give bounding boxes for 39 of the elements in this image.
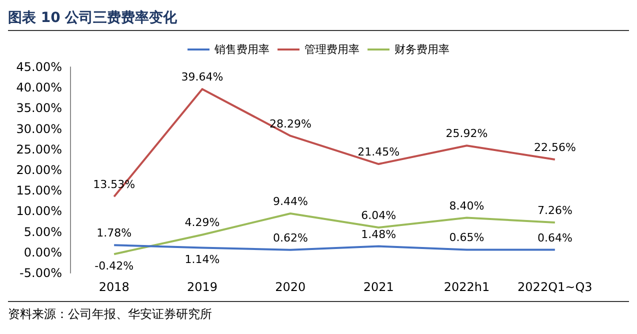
legend-label: 管理费用率 [304,43,360,56]
data-label: 9.44% [272,195,308,208]
x-tick-label: 2022Q1~Q3 [518,280,592,294]
data-label: 8.40% [449,199,484,212]
text: 资料来源：公司年报、华安证券研究所 [8,301,629,326]
x-tick-label: 2018 [98,280,130,294]
data-label: 0.62% [272,231,308,244]
x-tick-label: 2022h1 [444,280,490,294]
data-label: 1.48% [361,228,396,241]
chart-title: 图表 10 公司三费费率变化 [8,8,629,31]
y-tick-label: -5.00% [20,266,62,280]
y-tick-label: 5.00% [24,224,62,239]
legend-label: 财务费用率 [394,43,450,56]
data-label: 25.92% [446,127,488,140]
y-tick-label: 45.00% [16,60,62,74]
y-tick-label: 15.00% [16,184,62,198]
data-label: 0.64% [537,231,572,244]
y-tick-label: 25.00% [16,142,62,156]
x-tick-label: 2020 [275,280,306,294]
y-tick-label: 35.00% [16,101,62,116]
legend-label: 销售费用率 [214,43,270,56]
data-label: 1.78% [96,226,132,240]
y-tick-label: 20.00% [16,163,62,177]
data-label: 22.56% [534,140,576,154]
y-tick-label: 30.00% [16,122,62,136]
data-label: 21.45% [358,146,400,159]
x-tick-label: 2019 [186,280,218,294]
data-label: 28.29% [269,117,312,130]
y-tick-label: 40.00% [16,80,62,95]
data-label: 0.65% [449,231,484,244]
y-tick-label: 0.00% [24,245,62,260]
data-label: 7.26% [537,204,572,217]
data-label: 6.04% [361,209,396,222]
data-label: 1.14% [184,253,220,266]
data-label: -0.42% [94,260,134,273]
data-label: 4.29% [184,216,220,230]
y-tick-label: 10.00% [16,204,62,218]
x-tick-label: 2021 [363,280,394,294]
data-label: 39.64% [181,70,224,84]
